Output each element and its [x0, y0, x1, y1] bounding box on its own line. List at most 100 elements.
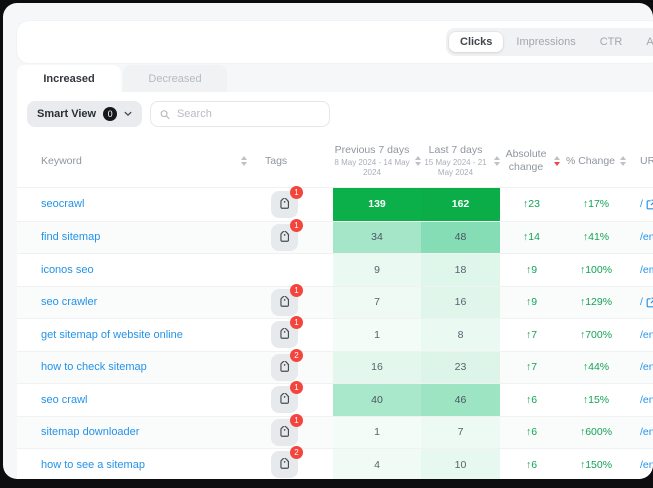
url-link[interactable]: /en	[640, 231, 653, 243]
tag-button[interactable]: 1	[271, 381, 303, 414]
url-cell: /em	[629, 254, 653, 286]
url-text: /	[640, 198, 643, 211]
previous-7-days-value: 40	[333, 384, 421, 416]
tag-button[interactable]: 1	[271, 218, 303, 251]
absolute-change-value: ↑9	[525, 296, 538, 309]
external-link-icon	[646, 199, 653, 210]
last-7-days-value: 46	[421, 384, 500, 416]
table-body: seocrawl 1 139 162 ↑23 ↑17% /	[17, 185, 653, 479]
url-link[interactable]: /en	[640, 329, 653, 341]
url-text: /en	[640, 426, 653, 439]
keyword-cell: sitemap downloader	[17, 417, 253, 449]
results-panel: Smart View 0 Keyword	[17, 92, 653, 479]
tags-cell: 1	[253, 283, 333, 319]
keyword-link[interactable]: iconos seo	[41, 263, 94, 276]
sort-icon[interactable]	[620, 156, 627, 166]
metric-tab-impressions[interactable]: Impressions	[516, 36, 576, 48]
url-link[interactable]: /	[640, 296, 653, 308]
tag-button[interactable]: 1	[271, 316, 303, 349]
keyword-cell: iconos seo	[17, 254, 253, 286]
previous-7-days-value: 4	[333, 449, 421, 479]
url-link[interactable]: /en	[640, 426, 653, 438]
sort-icon[interactable]	[241, 156, 247, 166]
url-link[interactable]: /en	[640, 361, 653, 373]
chevron-down-icon	[124, 111, 132, 116]
metric-tab-avg-position[interactable]: Avg Position	[646, 36, 653, 48]
tag-count-badge: 2	[290, 446, 303, 460]
keyword-cell: seo crawler	[17, 287, 253, 319]
tag-count-badge: 1	[290, 218, 303, 232]
table-header: Keyword Tags Previous 7 days 8 May 2024 …	[17, 135, 653, 188]
column-header-keyword[interactable]: Keyword	[17, 135, 253, 187]
previous-7-days-value: 16	[333, 351, 421, 383]
tag-count-badge: 1	[290, 413, 303, 427]
url-link[interactable]: /en	[640, 394, 653, 406]
url-link[interactable]: /	[640, 198, 653, 210]
url-text: /	[640, 296, 643, 309]
keyword-link[interactable]: get sitemap of website online	[41, 328, 183, 341]
smart-view-dropdown[interactable]: Smart View 0	[27, 101, 143, 127]
tag-button[interactable]: 1	[271, 283, 303, 316]
tab-decreased[interactable]: Decreased	[123, 65, 227, 92]
tags-cell: 1	[253, 185, 333, 221]
pct-header-label: % Change	[565, 155, 616, 167]
tag-icon	[280, 230, 290, 242]
sort-icon[interactable]	[494, 156, 500, 166]
url-text: /en	[640, 458, 653, 471]
column-header-last-7-days[interactable]: Last 7 days 15 May 2024 - 21 May 2024	[421, 135, 500, 187]
tag-icon	[280, 328, 290, 340]
tag-button[interactable]: 2	[271, 446, 303, 479]
metric-tab-ctr[interactable]: CTR	[599, 36, 623, 48]
previous-7-days-value: 1	[333, 319, 421, 351]
column-header-tags: Tags	[253, 135, 333, 187]
keyword-link[interactable]: find sitemap	[41, 231, 101, 244]
url-cell: /	[629, 287, 653, 319]
column-header-pct-change[interactable]: % Change	[563, 135, 629, 187]
url-text: /en	[640, 393, 653, 406]
percent-change-value: ↑44%	[582, 361, 610, 374]
tag-button[interactable]: 2	[271, 348, 303, 381]
tags-cell: 2	[253, 348, 333, 384]
percent-change-value: ↑17%	[582, 198, 610, 211]
keyword-link[interactable]: how to check sitemap	[41, 361, 147, 374]
tab-increased[interactable]: Increased	[17, 65, 121, 92]
url-cell: /en	[629, 417, 653, 449]
url-link[interactable]: /em	[640, 264, 653, 276]
url-link[interactable]: /en	[640, 459, 653, 471]
sort-icon[interactable]	[415, 156, 421, 166]
keyword-link[interactable]: sitemap downloader	[41, 426, 140, 439]
url-cell: /en	[629, 384, 653, 416]
percent-change-value: ↑600%	[579, 426, 613, 439]
previous-7-days-value: 9	[333, 254, 421, 286]
search-input[interactable]	[176, 108, 321, 120]
sort-icon-active-desc[interactable]	[554, 156, 560, 166]
url-cell: /en	[629, 352, 653, 384]
url-header-label: URL	[640, 155, 653, 167]
tags-cell	[253, 254, 333, 286]
previous-header-dates: 8 May 2024 - 14 May 2024	[334, 158, 410, 178]
percent-change-value: ↑100%	[579, 263, 613, 276]
tag-button[interactable]: 1	[271, 185, 303, 218]
keyword-header-label: Keyword	[41, 155, 82, 167]
column-header-absolute-change[interactable]: Absolute change	[500, 135, 563, 187]
column-header-previous-7-days[interactable]: Previous 7 days 8 May 2024 - 14 May 2024	[333, 135, 421, 187]
keyword-link[interactable]: seocrawl	[41, 198, 85, 211]
tags-cell: 1	[253, 218, 333, 254]
external-link-icon	[646, 297, 653, 308]
percent-change-value: ↑41%	[582, 231, 610, 244]
keyword-link[interactable]: seo crawl	[41, 393, 88, 406]
tag-button[interactable]: 1	[271, 413, 303, 446]
keyword-link[interactable]: seo crawler	[41, 296, 98, 309]
search-icon	[160, 109, 170, 119]
last-7-days-value: 18	[421, 254, 500, 286]
metric-tab-clicks[interactable]: Clicks	[449, 32, 504, 52]
last-7-days-value: 8	[421, 319, 500, 351]
tag-count-badge: 2	[290, 348, 303, 362]
table-row: seo crawl 1 40 46 ↑6 ↑15% /en	[17, 381, 653, 416]
last-7-days-value: 16	[421, 286, 500, 318]
keyword-link[interactable]: how to see a sitemap	[41, 458, 145, 471]
tags-cell: 2	[253, 446, 333, 479]
table-row: how to see a sitemap 2 4 10 ↑6 ↑150% /en	[17, 446, 653, 479]
absolute-change-value: ↑6	[525, 393, 538, 406]
